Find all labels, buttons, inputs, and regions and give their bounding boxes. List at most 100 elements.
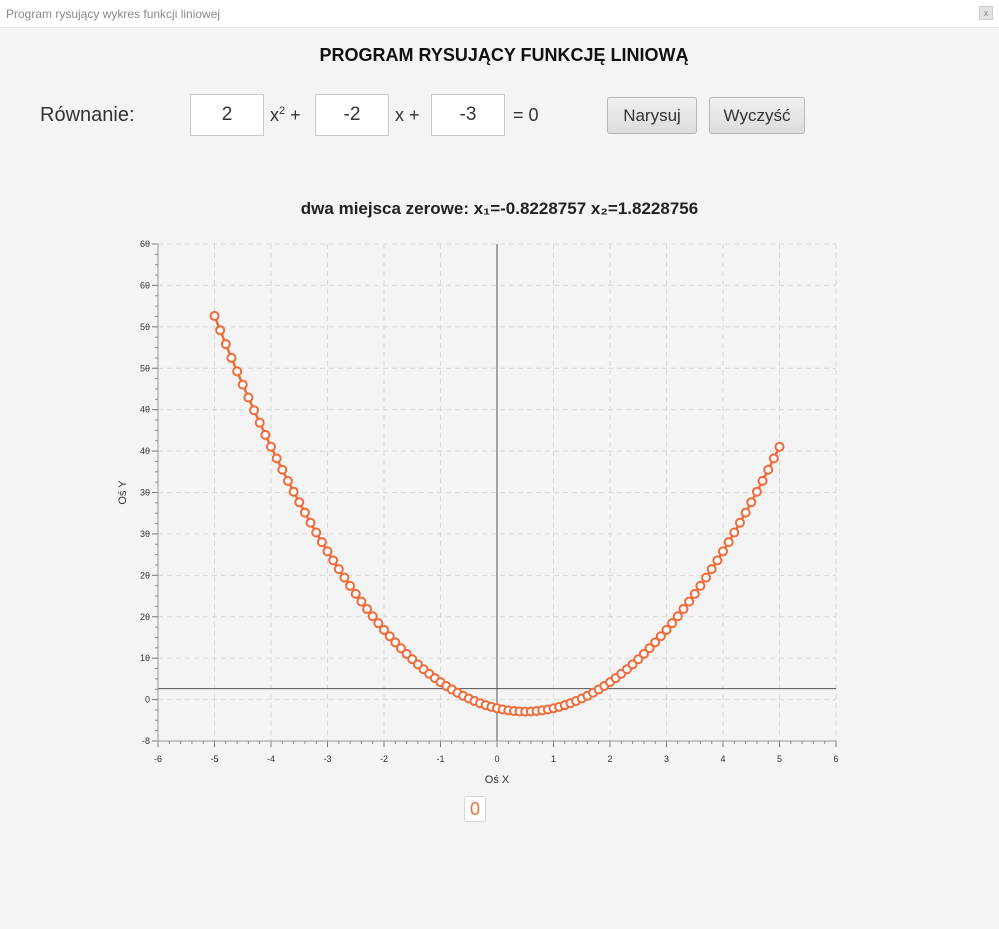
y-tick-label: 0 — [145, 695, 150, 705]
x-tick-label: 0 — [494, 754, 499, 764]
data-point — [316, 537, 327, 548]
x-tick-label: -6 — [154, 754, 162, 764]
data-point — [305, 517, 316, 528]
data-point — [215, 325, 226, 336]
root-x1: x₁=-0.8228757 — [473, 199, 587, 218]
data-point — [757, 475, 768, 486]
data-point — [729, 527, 740, 538]
data-point — [751, 486, 762, 497]
data-point — [249, 405, 260, 416]
data-point — [384, 631, 395, 642]
y-tick-label: 3θ — [140, 529, 150, 539]
data-point — [282, 475, 293, 486]
root-x2: x₂=1.8228756 — [590, 199, 699, 218]
data-point — [650, 637, 661, 648]
data-point — [266, 441, 276, 452]
page-title: PROGRAM RYSUJĄCY FUNKCJĘ LINIOWĄ — [319, 45, 689, 65]
data-point — [333, 564, 344, 575]
x-tick-label: -3 — [323, 754, 331, 764]
data-point — [638, 648, 649, 659]
y-tick-label: -8 — [142, 736, 150, 746]
data-point — [277, 464, 288, 475]
data-point — [243, 392, 254, 403]
data-point — [718, 546, 728, 557]
data-point — [655, 631, 666, 642]
coefficient-c-input[interactable] — [431, 94, 505, 136]
clear-button[interactable]: Wyczyść — [709, 97, 805, 134]
data-point — [734, 517, 745, 528]
x-tick-label: 4 — [720, 754, 725, 764]
x-tick-label: -4 — [267, 754, 275, 764]
data-point — [294, 497, 305, 508]
y-tick-label: 4θ — [140, 405, 150, 415]
x-tick-label: -1 — [436, 754, 444, 764]
roots-label: dwa miejsca zerowe: — [300, 199, 469, 218]
data-point — [356, 596, 367, 607]
data-point — [712, 555, 723, 566]
data-point — [271, 453, 282, 464]
data-point — [740, 507, 751, 518]
data-point — [373, 618, 384, 629]
data-point — [644, 643, 655, 654]
y-tick-label: 2θ — [140, 612, 150, 622]
close-icon[interactable]: x — [979, 6, 993, 20]
x-squared-term: x2 + — [270, 105, 301, 126]
data-point — [746, 497, 757, 508]
equation-label: Równanie: — [40, 104, 135, 126]
roots-summary: dwa miejsca zerowe: x₁=-0.8228757 x₂=1.8… — [0, 199, 999, 219]
data-point — [763, 464, 774, 475]
x-tick-label: -5 — [210, 754, 218, 764]
data-point — [661, 624, 672, 635]
data-point — [299, 507, 310, 518]
y-tick-label: 4θ — [140, 446, 150, 456]
zero-badge: 0 — [464, 796, 486, 822]
data-point — [237, 379, 248, 390]
data-point — [322, 546, 333, 557]
coefficient-b-input[interactable] — [315, 94, 389, 136]
x-tick-label: 3 — [664, 754, 669, 764]
x-squared-base: x — [270, 105, 279, 125]
x-squared-exponent: 2 — [279, 105, 286, 117]
x-tick-label: -2 — [380, 754, 388, 764]
window-title: Program rysujący wykres funkcji liniowej — [6, 7, 221, 21]
x-term: x + — [395, 105, 420, 125]
data-point — [689, 588, 700, 599]
y-tick-label: 3θ — [140, 488, 150, 498]
x-axis-title: Oś X — [485, 774, 510, 786]
data-point — [220, 339, 231, 350]
y-tick-label: 1θ — [140, 653, 150, 663]
data-point — [260, 429, 271, 440]
data-point — [288, 486, 299, 497]
data-point — [367, 611, 378, 622]
plus-sign: + — [290, 105, 301, 125]
coefficient-a-input[interactable] — [190, 94, 264, 136]
data-point — [311, 527, 322, 538]
data-point — [362, 604, 373, 615]
data-point — [701, 572, 712, 583]
x-tick-label: 5 — [777, 754, 782, 764]
data-point — [328, 555, 339, 566]
data-point — [695, 580, 706, 591]
data-point — [345, 580, 356, 591]
data-point — [226, 352, 237, 363]
data-point — [390, 637, 401, 648]
data-point — [684, 596, 695, 607]
x-tick-label: 6 — [833, 754, 838, 764]
y-tick-label: 6θ — [140, 280, 150, 290]
x-tick-label: 1 — [551, 754, 556, 764]
data-point — [350, 588, 361, 599]
x-tick-label: 2 — [607, 754, 612, 764]
equals-zero: = 0 — [513, 105, 539, 125]
data-point — [254, 417, 265, 428]
data-point — [339, 572, 350, 583]
draw-button[interactable]: Narysuj — [607, 97, 697, 134]
data-point — [723, 537, 734, 548]
y-tick-label: 6θ — [140, 239, 150, 249]
data-point — [379, 624, 389, 635]
data-point — [678, 604, 689, 615]
data-point — [395, 643, 406, 654]
y-tick-label: 5θ — [140, 363, 150, 373]
data-point — [672, 611, 683, 622]
data-point — [768, 453, 779, 464]
